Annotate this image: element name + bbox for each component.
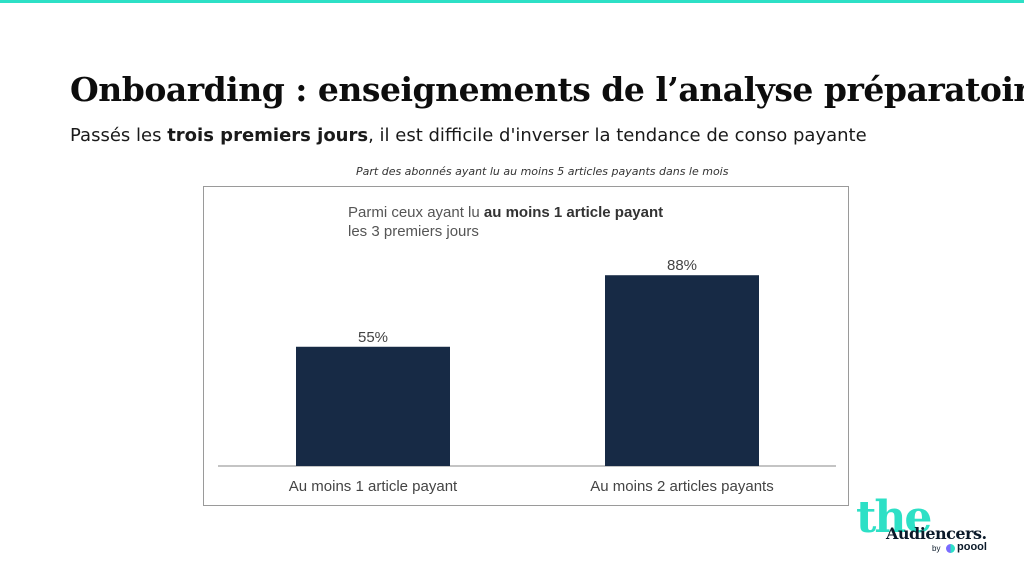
poool-dot-icon — [946, 544, 955, 553]
subtitle-text-end: , il est difficile d'inverser la tendanc… — [368, 125, 867, 146]
category-label-2: Au moins 2 articles payants — [590, 478, 773, 495]
logo-poool: poool — [957, 541, 987, 553]
slide-subtitle: Passés les trois premiers jours, il est … — [70, 125, 867, 146]
annotation-emphasis: au moins 1 article payant — [483, 204, 664, 221]
annotation-text: Parmi ceux ayant lu — [348, 204, 484, 221]
subtitle-emphasis: trois premiers jours — [167, 125, 369, 146]
logo-audiencers: Audiencers. — [886, 524, 987, 543]
audiencers-logo: the Audiencers. by poool — [856, 496, 996, 560]
logo-by: by — [932, 544, 941, 553]
logo-the: the — [856, 492, 932, 543]
annotation-line-1: Parmi ceux ayant lu au moins 1 article p… — [348, 203, 663, 222]
data-label-2: 88% — [667, 257, 697, 274]
top-accent-rule — [0, 0, 1024, 3]
chart-annotation: Parmi ceux ayant lu au moins 1 article p… — [348, 203, 663, 241]
chart-caption: Part des abonnés ayant lu au moins 5 art… — [356, 165, 729, 178]
data-label-1: 55% — [358, 329, 388, 346]
bar-2 — [605, 275, 759, 466]
slide-title: Onboarding : enseignements de l’analyse … — [70, 70, 1024, 109]
chart-frame: 55% Au moins 1 article payant 88% Au moins … — [203, 186, 849, 506]
category-label-1: Au moins 1 article payant — [289, 478, 458, 495]
bar-chart: 55% Au moins 1 article payant 88% Au moins … — [218, 257, 836, 495]
bar-1 — [296, 346, 450, 466]
annotation-line-2: les 3 premiers jours — [348, 223, 479, 240]
subtitle-text-start: Passés les — [70, 125, 168, 146]
